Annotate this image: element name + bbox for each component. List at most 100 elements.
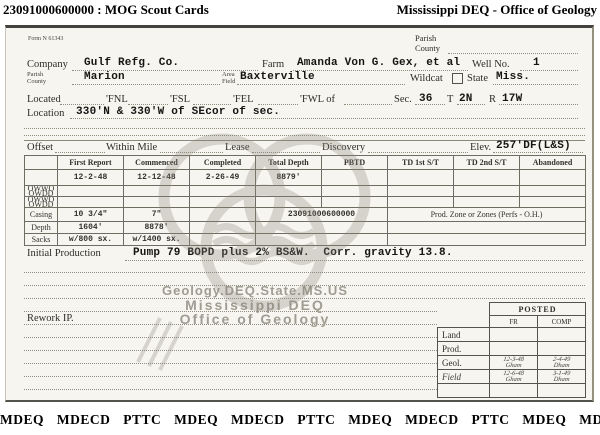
state-value: Miss. <box>496 71 531 83</box>
col-header-commenced: Commenced <box>123 155 190 170</box>
offset-label: Offset <box>27 142 54 153</box>
ruled-line <box>237 84 405 85</box>
discovery-label: Discovery <box>322 142 366 153</box>
ruled-line <box>72 70 258 71</box>
empty-cell <box>24 169 58 186</box>
ruled-line <box>24 363 585 364</box>
watermark-office: Office of Geology <box>179 311 331 327</box>
window-header: 23091000600000 : MOG Scout Cards Mississ… <box>3 2 597 18</box>
initial-production-value: Pump 79 BOPD plus 2% BS&W. Corr. gravity… <box>133 247 453 259</box>
col-header-td-1st: TD 1st S/T <box>387 155 454 170</box>
col-header-td-2nd: TD 2nd S/T <box>453 155 520 170</box>
owwo-row: OWWO OWDD <box>24 185 586 197</box>
commenced-value: 12-12-48 <box>123 169 190 186</box>
within-mile-label: Within Mile <box>106 142 158 153</box>
ruled-line <box>293 70 468 71</box>
ruled-line <box>493 152 583 153</box>
col-header-total-depth: Total Depth <box>255 155 322 170</box>
posted-label-empty <box>437 383 490 398</box>
ruled-line <box>24 272 585 273</box>
casing-label: Casing <box>24 207 58 222</box>
elevation-label: Elev. <box>470 142 492 153</box>
ruled-line <box>24 376 585 377</box>
depth-row: Depth 1604' 8878' <box>24 221 586 234</box>
ruled-line <box>252 152 320 153</box>
company-label: Company <box>27 59 68 70</box>
company-value: Gulf Refg. Co. <box>84 57 180 69</box>
empty-cell <box>387 185 454 197</box>
empty-cell <box>387 196 454 208</box>
empty-cell <box>57 196 124 208</box>
ruled-line <box>128 104 168 105</box>
owwo-row: OWWO OWDD <box>24 196 586 208</box>
empty-cell <box>321 169 388 186</box>
empty-cell <box>537 383 586 398</box>
empty-cell <box>255 196 322 208</box>
first-report-value: 12-2-48 <box>57 169 124 186</box>
empty-cell <box>438 316 490 328</box>
ruled-line <box>160 152 223 153</box>
location-value: 330'N & 330'W of SEcor of sec. <box>76 106 281 118</box>
empty-cell <box>537 327 586 342</box>
dates-row: 12-2-48 12-12-48 2-26-49 8879' <box>24 169 586 186</box>
ruled-line <box>24 128 585 129</box>
empty-cell <box>453 185 520 197</box>
wildcat-label: Wildcat <box>410 73 443 84</box>
area-label: Area <box>222 71 235 78</box>
casing-surface-value: 10 3/4" <box>57 207 124 222</box>
posted-col-fr: FR <box>489 315 538 328</box>
posted-label-geol: Geol. <box>437 355 490 370</box>
located-label: Located <box>27 94 61 105</box>
township-label: T <box>447 94 454 105</box>
ruled-line <box>499 104 578 105</box>
page-title: 23091000600000 : MOG Scout Cards <box>3 2 209 17</box>
sec-value: 36 <box>419 93 433 105</box>
api-number: 23091000600000 <box>255 207 388 222</box>
county-value: Marion <box>84 71 125 83</box>
watermark-agency: Mississippi DEQ <box>185 297 325 313</box>
empty-cell <box>255 185 322 197</box>
ruled-line <box>448 53 578 54</box>
range-label: R <box>489 94 497 105</box>
col-header-abandoned: Abandoned <box>519 155 586 170</box>
col-header-first-report: First Report <box>57 155 124 170</box>
fwl-label: 'FWL of <box>300 94 336 105</box>
total-depth-value: 8879' <box>255 169 322 186</box>
fnl-label: 'FNL <box>106 94 128 105</box>
watermark-url: Geology.DEQ.State.MS.US <box>161 283 348 298</box>
empty-cell <box>255 221 388 234</box>
empty-cell <box>123 196 190 208</box>
prod-zone-empty-row <box>387 221 586 234</box>
ruled-line <box>125 260 583 261</box>
owwo-owdd-label: OWWO OWDD <box>24 196 58 208</box>
posted-table: POSTED FR COMP Land Prod. Geol. 12-3-48 … <box>437 302 586 398</box>
empty-cell <box>453 196 520 208</box>
corner-county-label: County <box>415 43 441 53</box>
wildcat-checkbox[interactable] <box>452 73 463 84</box>
posted-label-field: Field <box>437 369 490 384</box>
ruled-line <box>24 350 585 351</box>
section-divider <box>24 140 585 141</box>
posted-geol-comp: 2-4-49 Dham <box>537 355 586 370</box>
col-header-completed: Completed <box>189 155 256 170</box>
prod-zone-empty-row <box>387 233 586 246</box>
posted-field-comp: 3-1-49 Dham <box>537 369 586 384</box>
ruled-line <box>24 337 585 338</box>
sacks-surface-value: w/800 sx. <box>57 233 124 246</box>
parish-label: Parish <box>27 71 44 78</box>
casing-row: Casing 10 3/4" 7" 23091000600000 Prod. Z… <box>24 207 586 222</box>
township-value: 2N <box>459 93 473 105</box>
depth-surface-value: 1604' <box>57 221 124 234</box>
empty-cell <box>489 341 538 356</box>
farm-value: Amanda Von G. Gex, et al <box>297 57 461 69</box>
posted-row-empty <box>437 383 586 398</box>
well-no-label: Well No. <box>472 59 510 70</box>
empty-cell <box>189 207 256 222</box>
empty-cell <box>24 155 58 170</box>
elevation-value: 257'DF(L&S) <box>496 140 571 152</box>
empty-cell <box>489 327 538 342</box>
empty-cell <box>123 185 190 197</box>
posted-row-prod: Prod. <box>437 341 586 356</box>
empty-cell <box>453 169 520 186</box>
sec-label: Sec. <box>394 94 412 105</box>
